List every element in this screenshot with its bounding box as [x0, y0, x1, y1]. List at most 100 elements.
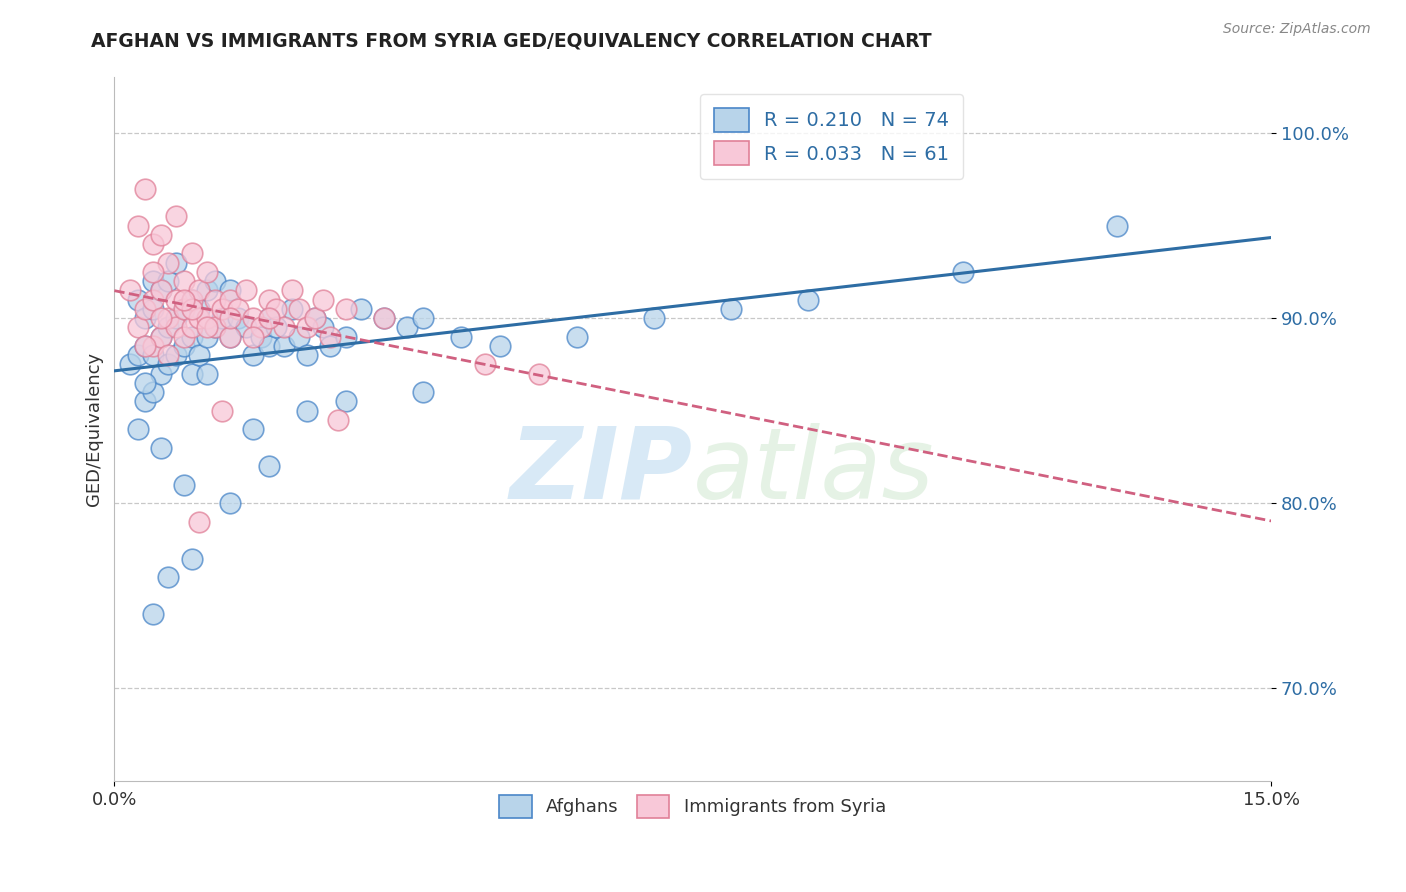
Text: AFGHAN VS IMMIGRANTS FROM SYRIA GED/EQUIVALENCY CORRELATION CHART: AFGHAN VS IMMIGRANTS FROM SYRIA GED/EQUI…: [91, 31, 932, 50]
Point: [219, 293, 242, 307]
Point: [134, 301, 156, 316]
Point: [188, 301, 211, 316]
Point: [643, 311, 665, 326]
Point: [412, 311, 434, 326]
Point: [219, 284, 242, 298]
Point: [149, 284, 172, 298]
Point: [118, 358, 141, 372]
Point: [195, 284, 218, 298]
Point: [281, 284, 304, 298]
Point: [142, 607, 165, 622]
Point: [149, 329, 172, 343]
Point: [335, 329, 357, 343]
Point: [142, 293, 165, 307]
Point: [288, 301, 311, 316]
Point: [273, 339, 295, 353]
Point: [149, 329, 172, 343]
Point: [142, 348, 165, 362]
Point: [195, 320, 218, 334]
Point: [149, 367, 172, 381]
Point: [173, 293, 195, 307]
Point: [195, 265, 218, 279]
Point: [142, 274, 165, 288]
Point: [195, 329, 218, 343]
Point: [335, 394, 357, 409]
Legend: Afghans, Immigrants from Syria: Afghans, Immigrants from Syria: [492, 789, 893, 825]
Point: [188, 284, 211, 298]
Point: [235, 320, 257, 334]
Point: [311, 293, 333, 307]
Point: [326, 413, 349, 427]
Point: [450, 329, 472, 343]
Point: [204, 320, 226, 334]
Point: [142, 265, 165, 279]
Point: [142, 339, 165, 353]
Point: [226, 301, 249, 316]
Point: [335, 301, 357, 316]
Text: Source: ZipAtlas.com: Source: ZipAtlas.com: [1223, 22, 1371, 37]
Point: [266, 301, 288, 316]
Point: [165, 209, 187, 223]
Point: [527, 367, 550, 381]
Point: [295, 320, 318, 334]
Point: [149, 284, 172, 298]
Point: [242, 329, 264, 343]
Point: [295, 348, 318, 362]
Point: [180, 293, 202, 307]
Point: [134, 311, 156, 326]
Point: [149, 441, 172, 455]
Point: [565, 329, 588, 343]
Point: [412, 385, 434, 400]
Point: [180, 301, 202, 316]
Point: [134, 376, 156, 390]
Point: [157, 274, 180, 288]
Point: [319, 339, 342, 353]
Point: [204, 274, 226, 288]
Point: [180, 367, 202, 381]
Point: [149, 227, 172, 242]
Point: [142, 385, 165, 400]
Text: ZIP: ZIP: [510, 423, 693, 520]
Point: [134, 394, 156, 409]
Point: [149, 311, 172, 326]
Point: [219, 329, 242, 343]
Point: [188, 311, 211, 326]
Point: [211, 311, 233, 326]
Point: [273, 320, 295, 334]
Point: [127, 422, 149, 436]
Point: [474, 358, 496, 372]
Point: [173, 477, 195, 491]
Point: [250, 320, 273, 334]
Point: [242, 311, 264, 326]
Point: [288, 329, 311, 343]
Point: [204, 293, 226, 307]
Point: [157, 358, 180, 372]
Point: [134, 339, 156, 353]
Point: [127, 219, 149, 233]
Point: [165, 311, 187, 326]
Point: [180, 246, 202, 260]
Point: [173, 339, 195, 353]
Point: [157, 311, 180, 326]
Point: [180, 329, 202, 343]
Point: [165, 293, 187, 307]
Point: [173, 274, 195, 288]
Point: [118, 284, 141, 298]
Point: [797, 293, 820, 307]
Point: [165, 320, 187, 334]
Point: [204, 320, 226, 334]
Point: [226, 311, 249, 326]
Point: [396, 320, 419, 334]
Point: [157, 570, 180, 584]
Point: [304, 311, 326, 326]
Point: [165, 348, 187, 362]
Point: [127, 348, 149, 362]
Point: [295, 403, 318, 417]
Point: [257, 311, 280, 326]
Point: [257, 459, 280, 474]
Point: [219, 311, 242, 326]
Point: [257, 311, 280, 326]
Y-axis label: GED/Equivalency: GED/Equivalency: [86, 352, 103, 507]
Point: [257, 339, 280, 353]
Point: [242, 348, 264, 362]
